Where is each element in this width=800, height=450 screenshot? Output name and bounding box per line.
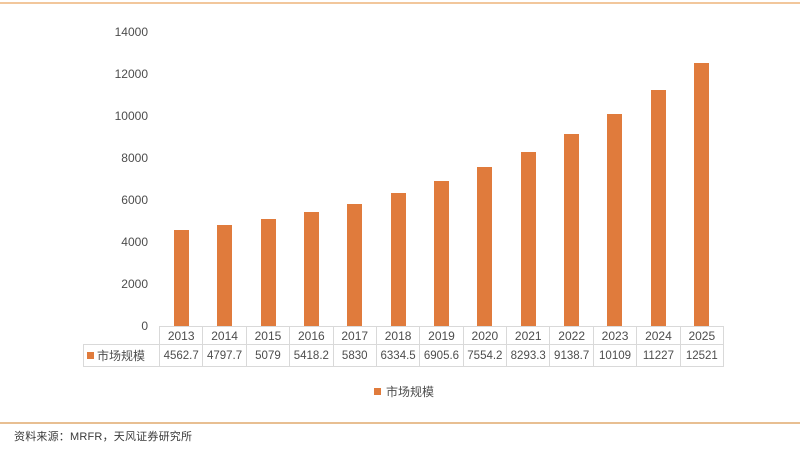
series-row-header: 市场规模 — [83, 344, 160, 367]
year-cell: 2014 — [202, 326, 247, 345]
year-cell: 2016 — [289, 326, 334, 345]
series-name-label: 市场规模 — [97, 349, 146, 363]
bar-2015 — [260, 219, 276, 326]
bar-2014 — [217, 225, 233, 326]
bar-2016 — [304, 212, 320, 326]
year-cell: 2017 — [332, 326, 377, 345]
value-cell: 4562.7 — [159, 344, 204, 367]
year-cell: 2025 — [679, 326, 724, 345]
series-swatch-icon — [87, 352, 94, 359]
top-divider-rule — [0, 2, 800, 4]
bar-2018 — [390, 192, 406, 326]
value-cell: 10109 — [592, 344, 638, 367]
bar-2022 — [563, 134, 579, 326]
data-table: 2013 2014 2015 2016 2017 2018 2019 2020 2021 2022… — [83, 326, 724, 367]
y-tick-label: 0 — [141, 319, 148, 333]
y-tick-label: 14000 — [114, 25, 148, 39]
year-cell: 2019 — [419, 326, 464, 345]
bar-2020 — [477, 167, 493, 326]
value-cell: 12521 — [679, 344, 724, 367]
y-tick-label: 6000 — [121, 193, 148, 207]
source-note: 资料来源：MRFR，天风证券研究所 — [14, 431, 193, 443]
value-cell: 7554.2 — [462, 344, 508, 367]
value-cell: 11227 — [636, 344, 681, 367]
bar-2025 — [693, 63, 709, 326]
value-cell: 5079 — [245, 344, 291, 367]
legend-swatch-icon — [373, 387, 381, 395]
bottom-divider-rule — [0, 422, 800, 424]
bar-2013 — [174, 230, 190, 326]
plot-area — [160, 32, 723, 326]
value-cell: 5830 — [332, 344, 377, 367]
y-tick-label: 4000 — [121, 235, 148, 249]
year-cell: 2021 — [506, 326, 551, 345]
bar-2017 — [347, 203, 363, 326]
y-tick-label: 2000 — [121, 277, 148, 291]
year-cell: 2018 — [375, 326, 421, 345]
bar-2024 — [650, 90, 666, 326]
year-cell: 2023 — [592, 326, 638, 345]
value-cell: 9138.7 — [549, 344, 594, 367]
bar-2019 — [434, 180, 449, 326]
table-corner-spacer — [83, 326, 160, 345]
year-cell: 2015 — [245, 326, 291, 345]
value-cell: 6334.5 — [375, 344, 421, 367]
bar-2021 — [520, 151, 536, 326]
value-cell: 4797.7 — [202, 344, 247, 367]
value-cell: 8293.3 — [506, 344, 551, 367]
y-tick-label: 10000 — [114, 109, 148, 123]
y-tick-label: 12000 — [114, 67, 148, 81]
value-cell: 6905.6 — [419, 344, 464, 367]
year-cell: 2020 — [462, 326, 508, 345]
value-cell: 5418.2 — [289, 344, 334, 367]
year-cell: 2022 — [549, 326, 594, 345]
legend-label: 市场规模 — [385, 384, 434, 399]
y-tick-label: 8000 — [121, 151, 148, 165]
bar-2023 — [607, 113, 623, 326]
chart-legend: 市场规模 — [84, 383, 724, 399]
year-cell: 2013 — [159, 326, 204, 345]
year-cell: 2024 — [636, 326, 681, 345]
